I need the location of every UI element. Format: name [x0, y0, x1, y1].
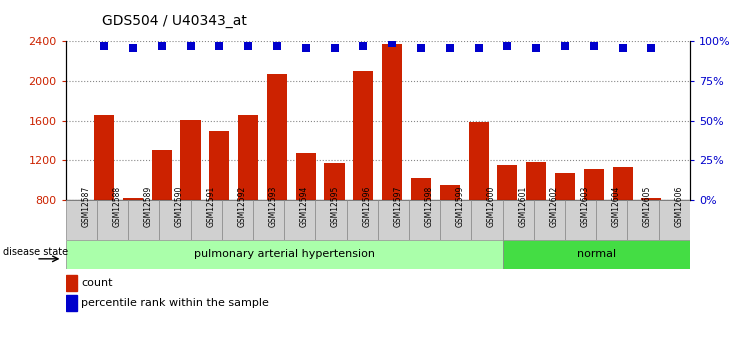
Bar [66, 275, 77, 291]
Point [328, 45, 340, 50]
Text: normal: normal [577, 249, 616, 259]
Text: GSM12588: GSM12588 [112, 186, 121, 227]
Bar [439, 185, 460, 279]
Bar [66, 240, 502, 269]
Bar [502, 200, 534, 240]
Bar [180, 120, 201, 279]
Point [645, 45, 657, 50]
Point [502, 43, 513, 49]
Bar [315, 200, 347, 240]
Bar [469, 122, 488, 279]
Bar [596, 200, 627, 240]
Bar [584, 169, 604, 279]
Bar [66, 295, 77, 310]
Bar [296, 154, 316, 279]
Bar [440, 200, 472, 240]
Bar [253, 200, 284, 240]
Bar [128, 200, 159, 240]
Text: GSM12587: GSM12587 [81, 185, 91, 227]
Bar [502, 240, 690, 269]
Text: GSM12591: GSM12591 [206, 185, 215, 227]
Point [127, 45, 139, 50]
Text: GSM12602: GSM12602 [550, 185, 558, 227]
Bar [97, 200, 128, 240]
Point [386, 40, 398, 46]
Text: count: count [81, 278, 113, 288]
Bar [378, 200, 409, 240]
Bar [66, 200, 97, 240]
Point [213, 43, 225, 49]
Point [99, 43, 110, 49]
Text: GSM12590: GSM12590 [175, 185, 184, 227]
Text: percentile rank within the sample: percentile rank within the sample [81, 298, 269, 308]
Text: GSM12595: GSM12595 [331, 185, 340, 227]
Text: GSM12606: GSM12606 [675, 185, 683, 227]
Text: GSM12603: GSM12603 [580, 185, 590, 227]
Text: GSM12592: GSM12592 [237, 185, 246, 227]
Bar [409, 200, 440, 240]
Text: GSM12605: GSM12605 [643, 185, 652, 227]
Text: GSM12604: GSM12604 [612, 185, 620, 227]
Bar [555, 173, 575, 279]
Text: GSM12596: GSM12596 [362, 185, 371, 227]
Bar [284, 200, 315, 240]
Bar [94, 115, 114, 279]
Bar [658, 200, 690, 240]
Text: disease state: disease state [4, 247, 69, 256]
Bar [123, 198, 143, 279]
Bar [472, 200, 502, 240]
Point [358, 43, 369, 49]
Bar [347, 200, 378, 240]
Point [242, 43, 254, 49]
Text: GDS504 / U40343_at: GDS504 / U40343_at [102, 13, 247, 28]
Text: GSM12601: GSM12601 [518, 185, 527, 227]
Bar [152, 149, 172, 279]
Point [444, 45, 456, 50]
Bar [353, 71, 374, 279]
Point [271, 43, 283, 49]
Bar [526, 162, 546, 279]
Bar [497, 165, 518, 279]
Bar [411, 178, 431, 279]
Bar [534, 200, 565, 240]
Text: pulmonary arterial hypertension: pulmonary arterial hypertension [193, 249, 374, 259]
Bar [612, 167, 633, 279]
Text: GSM12593: GSM12593 [269, 185, 277, 227]
Point [185, 43, 196, 49]
Point [559, 43, 571, 49]
Text: GSM12597: GSM12597 [393, 185, 402, 227]
Bar [159, 200, 191, 240]
Bar [267, 74, 287, 279]
Bar [627, 200, 658, 240]
Point [531, 45, 542, 50]
Bar [210, 131, 229, 279]
Bar [642, 198, 661, 279]
Bar [325, 163, 345, 279]
Point [156, 43, 168, 49]
Text: GSM12594: GSM12594 [300, 185, 309, 227]
Point [415, 45, 427, 50]
Text: GSM12589: GSM12589 [144, 185, 153, 227]
Point [617, 45, 629, 50]
Bar [382, 45, 402, 279]
Bar [238, 115, 258, 279]
Point [473, 45, 485, 50]
Bar [191, 200, 222, 240]
Text: GSM12600: GSM12600 [487, 185, 496, 227]
Point [588, 43, 599, 49]
Text: GSM12598: GSM12598 [425, 185, 434, 227]
Bar [222, 200, 253, 240]
Text: GSM12599: GSM12599 [456, 185, 465, 227]
Point [300, 45, 312, 50]
Bar [565, 200, 596, 240]
